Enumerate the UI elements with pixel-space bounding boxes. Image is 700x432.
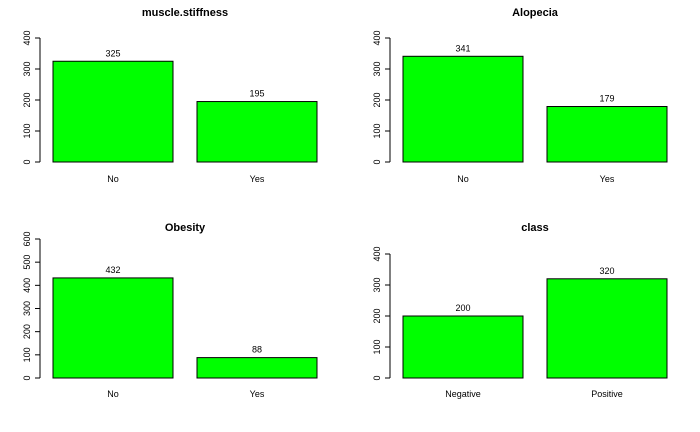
category-label: Yes <box>250 389 265 399</box>
y-tick-label: 500 <box>22 255 32 270</box>
chart-title: muscle.stiffness <box>142 7 228 19</box>
y-tick-label: 200 <box>22 92 32 107</box>
y-tick-label: 200 <box>22 324 32 339</box>
bar <box>546 106 668 163</box>
bar <box>196 101 318 163</box>
chart-title: Alopecia <box>512 7 559 19</box>
category-label: Positive <box>591 389 623 399</box>
category-label: No <box>107 174 119 184</box>
y-tick-label: 400 <box>22 278 32 293</box>
y-tick-label: 100 <box>22 123 32 138</box>
category-label: Negative <box>445 389 481 399</box>
bar-data-label: 179 <box>599 94 614 104</box>
y-tick-label: 0 <box>22 159 32 164</box>
bar-data-label: 325 <box>105 48 120 58</box>
y-tick-label: 100 <box>372 123 382 138</box>
category-label: No <box>457 174 469 184</box>
y-tick-label: 0 <box>22 375 32 380</box>
y-tick-label: 0 <box>372 159 382 164</box>
chart-title: Obesity <box>165 222 206 234</box>
bar <box>402 55 524 163</box>
y-tick-label: 100 <box>22 347 32 362</box>
y-tick-label: 300 <box>372 277 382 292</box>
bar <box>196 357 318 379</box>
bar <box>52 277 174 379</box>
y-tick-label: 100 <box>372 339 382 354</box>
chart-panel-1: muscle.stiffness 0 100 200 300 400 325 No 195 Yes <box>22 7 318 184</box>
chart-panel-2: Alopecia 0 100 200 300 400 341 No 179 Yes <box>372 7 668 184</box>
y-tick-label: 200 <box>372 92 382 107</box>
bar-data-label: 88 <box>252 345 262 355</box>
category-label: No <box>107 389 119 399</box>
y-tick-label: 400 <box>372 246 382 261</box>
y-tick-label: 400 <box>22 30 32 45</box>
category-label: Yes <box>250 174 265 184</box>
y-tick-label: 600 <box>22 231 32 246</box>
bar-data-label: 195 <box>249 89 264 99</box>
y-tick-label: 300 <box>372 61 382 76</box>
bar-data-label: 341 <box>455 43 470 53</box>
y-tick-label: 300 <box>22 61 32 76</box>
chart-panel-4: class 0 100 200 300 400 200 Negative 320 Positive <box>372 222 668 399</box>
bar <box>402 315 524 379</box>
bar <box>546 278 668 379</box>
y-tick-label: 0 <box>372 375 382 380</box>
y-tick-label: 300 <box>22 301 32 316</box>
y-tick-label: 200 <box>372 308 382 323</box>
bar <box>52 60 174 163</box>
bar-data-label: 200 <box>455 303 470 313</box>
bar-data-label: 320 <box>599 266 614 276</box>
chart-title: class <box>521 222 549 234</box>
y-tick-label: 400 <box>372 30 382 45</box>
chart-panel-3: Obesity 0 100 200 300 400 500 600 432 No 88 Yes <box>22 222 318 399</box>
bar-data-label: 432 <box>105 265 120 275</box>
category-label: Yes <box>600 174 615 184</box>
